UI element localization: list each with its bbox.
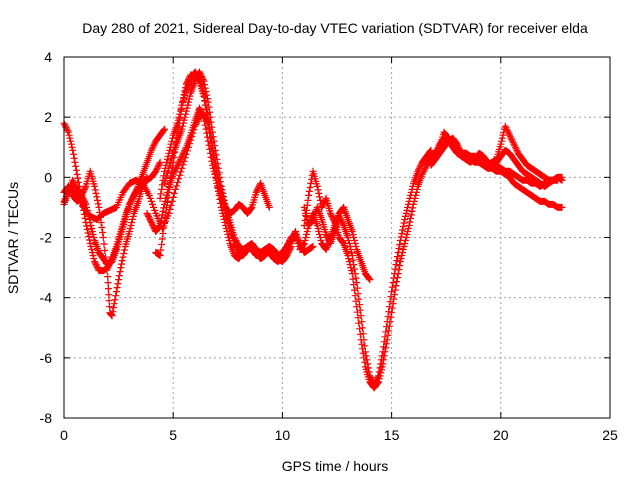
data-point-markers: [300, 149, 439, 392]
series-track-9: [300, 149, 439, 392]
y-tick-label: 2: [44, 109, 52, 125]
series-track-15: [449, 122, 562, 184]
series-track-8: [143, 104, 273, 235]
y-tick-label: 4: [44, 49, 52, 65]
data-point-markers: [143, 104, 273, 235]
x-tick-label: 5: [169, 427, 177, 443]
axes: 0 5 10 15 20 25 -8 -6 -4 -2 0 2 4: [40, 49, 618, 443]
y-tick-label: -2: [40, 230, 53, 246]
x-tick-label: 20: [493, 427, 509, 443]
series-track-10: [300, 146, 435, 389]
chart-title: Day 280 of 2021, Sidereal Day-to-day VTE…: [82, 20, 588, 36]
y-tick-label: 0: [44, 169, 52, 185]
series-track-11: [287, 203, 374, 284]
data-point-markers: [287, 203, 374, 284]
y-tick-label: -6: [40, 350, 53, 366]
y-tick-label: -4: [40, 290, 53, 306]
x-tick-label: 15: [384, 427, 400, 443]
y-axis-label: SDTVAR / TECUs: [5, 182, 21, 294]
x-tick-label: 25: [602, 427, 618, 443]
data-point-markers: [449, 122, 562, 184]
x-tick-label: 0: [60, 427, 68, 443]
x-tick-label: 10: [275, 427, 291, 443]
y-tick-label: -8: [40, 410, 53, 426]
data-point-markers: [300, 146, 435, 389]
x-axis-label: GPS time / hours: [282, 458, 389, 474]
